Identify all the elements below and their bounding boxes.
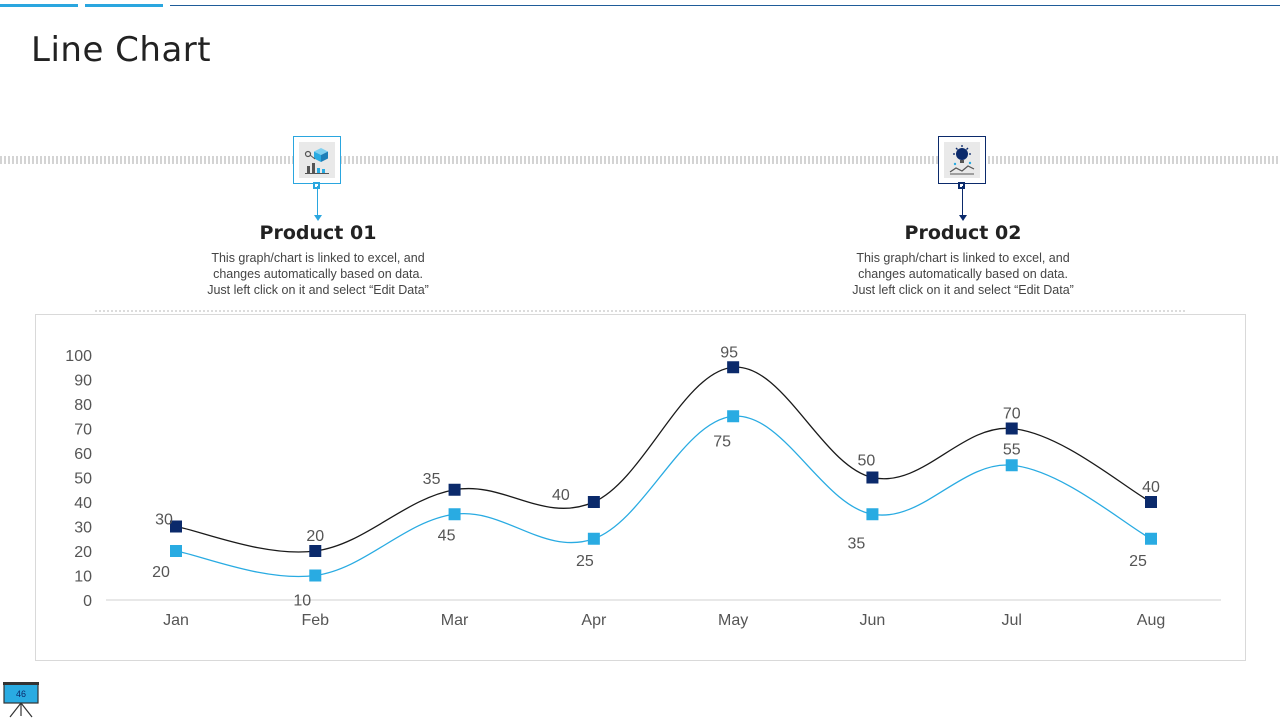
data-label: 25 <box>1129 553 1147 570</box>
x-tick-label: Mar <box>441 612 469 629</box>
data-point-marker <box>866 471 879 484</box>
data-label: 75 <box>713 433 731 450</box>
connector-node <box>313 182 320 189</box>
y-tick-label: 70 <box>74 422 92 439</box>
data-label: 35 <box>423 471 441 488</box>
data-point-marker <box>448 483 461 496</box>
y-tick-label: 10 <box>74 569 92 586</box>
data-label: 45 <box>438 527 456 544</box>
line-chart-panel[interactable]: 0 10 20 30 40 50 60 70 80 90 100 Jan Feb Mar Apr May Jun… <box>35 314 1246 661</box>
data-point-marker <box>309 545 322 557</box>
arrow-down-icon <box>314 215 322 221</box>
line-chart[interactable]: 0 10 20 30 40 50 60 70 80 90 100 Jan Feb Mar Apr May Jun… <box>36 315 1245 660</box>
y-tick-label: 40 <box>74 495 92 512</box>
arrow-down-icon <box>959 215 967 221</box>
product-icon-frame <box>293 136 341 184</box>
description-line: changes automatically based on data. <box>858 267 1068 281</box>
data-label: 70 <box>1003 406 1021 423</box>
series-line-2 <box>175 415 1152 578</box>
data-label: 35 <box>848 535 866 552</box>
x-tick-label: Aug <box>1137 612 1165 629</box>
y-tick-label: 20 <box>74 544 92 561</box>
data-point-marker <box>1145 532 1157 545</box>
connector-line <box>962 186 963 218</box>
data-point-marker <box>1145 496 1157 508</box>
y-tick-label: 100 <box>65 348 92 365</box>
series-line-1 <box>175 366 1152 553</box>
x-tick-label: Jun <box>860 612 886 629</box>
y-tick-label: 90 <box>74 373 92 390</box>
timeline-band <box>0 156 1280 164</box>
idea-brain-icon <box>944 142 980 178</box>
header-accent-tab <box>0 4 78 7</box>
data-label: 40 <box>1142 479 1160 496</box>
data-point-marker <box>170 520 182 533</box>
y-tick-label: 0 <box>83 593 92 610</box>
data-point-marker <box>727 410 740 423</box>
y-tick-label: 50 <box>74 471 92 488</box>
data-point-marker <box>1005 459 1018 472</box>
description-line: changes automatically based on data. <box>213 267 423 281</box>
page-title: Line Chart <box>31 30 212 70</box>
data-label: 95 <box>720 344 738 361</box>
product-description: This graph/chart is linked to excel, and… <box>168 250 468 298</box>
data-label: 55 <box>1003 441 1021 458</box>
slide-number: 46 <box>16 689 26 699</box>
description-line: Just left click on it and select “Edit D… <box>852 283 1074 297</box>
data-label: 50 <box>858 453 876 470</box>
data-point-marker <box>866 508 879 521</box>
data-label: 40 <box>552 487 570 504</box>
product-icon-frame <box>938 136 986 184</box>
data-point-marker <box>448 508 461 521</box>
section-divider <box>95 310 1185 312</box>
x-tick-label: Apr <box>581 612 607 629</box>
y-tick-label: 60 <box>74 446 92 463</box>
analytics-cube-icon <box>299 142 335 178</box>
data-label: 30 <box>155 512 173 529</box>
data-label: 10 <box>293 593 311 610</box>
x-tick-label: Jan <box>163 612 189 629</box>
x-tick-label: Feb <box>301 612 329 629</box>
description-line: This graph/chart is linked to excel, and <box>211 251 425 265</box>
data-point-marker <box>170 545 182 557</box>
data-label: 20 <box>152 564 170 581</box>
connector-line <box>317 186 318 218</box>
data-point-marker <box>587 496 600 508</box>
y-tick-label: 80 <box>74 397 92 414</box>
product-description: This graph/chart is linked to excel, and… <box>813 250 1113 298</box>
description-line: This graph/chart is linked to excel, and <box>856 251 1070 265</box>
description-line: Just left click on it and select “Edit D… <box>207 283 429 297</box>
x-tick-label: May <box>718 612 748 629</box>
data-point-marker <box>1005 422 1018 435</box>
data-point-marker <box>309 569 322 582</box>
data-point-marker <box>727 361 740 374</box>
y-tick-label: 30 <box>74 520 92 537</box>
presentation-board-icon: 46 <box>3 682 39 723</box>
x-tick-label: Jul <box>1001 612 1021 629</box>
data-label: 25 <box>576 553 594 570</box>
product-name: Product 02 <box>904 222 1022 244</box>
product-name: Product 01 <box>259 222 377 244</box>
connector-node <box>958 182 965 189</box>
header-accent-tab <box>85 4 163 7</box>
header-rule <box>170 5 1280 6</box>
data-point-marker <box>587 532 600 545</box>
data-label: 20 <box>306 528 324 545</box>
